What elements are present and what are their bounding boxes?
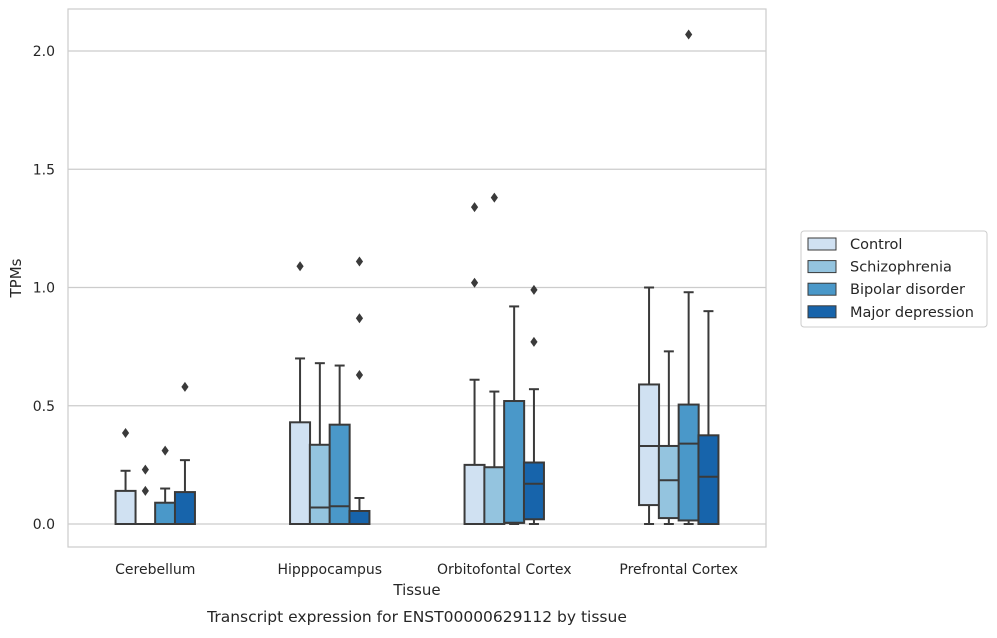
outlier-point bbox=[161, 445, 169, 456]
plot-frame bbox=[67, 8, 767, 548]
box-group bbox=[483, 192, 506, 525]
outlier-point bbox=[296, 261, 304, 272]
legend-swatch bbox=[807, 305, 837, 319]
box-group bbox=[463, 202, 486, 525]
legend-label: Bipolar disorder bbox=[850, 282, 965, 298]
outlier-point bbox=[355, 313, 364, 324]
box-group bbox=[657, 350, 680, 525]
x-tick-label: Prefrontal Cortex bbox=[619, 562, 738, 578]
y-tick-label: 0.0 bbox=[33, 517, 55, 533]
outlier-point bbox=[685, 29, 693, 40]
box-group bbox=[328, 364, 351, 526]
box bbox=[328, 423, 351, 526]
outlier-point bbox=[141, 485, 149, 496]
box-group bbox=[348, 256, 371, 525]
box-group bbox=[308, 362, 331, 525]
box-group bbox=[638, 286, 661, 525]
box-group bbox=[677, 29, 700, 525]
box bbox=[483, 466, 506, 525]
y-tick-label: 1.0 bbox=[33, 281, 55, 297]
box-layer bbox=[114, 29, 720, 526]
box bbox=[677, 403, 700, 522]
x-axis-ticks: Cerebellum Hipppocampus Orbitofontal Corte… bbox=[115, 562, 738, 578]
legend: Control Schizophrenia Bipolar disorder Majo… bbox=[800, 230, 988, 328]
box bbox=[697, 434, 720, 525]
outlier-point bbox=[121, 427, 130, 438]
box bbox=[503, 400, 526, 524]
y-axis-label: TPMs bbox=[7, 258, 25, 298]
outlier-point bbox=[355, 256, 364, 267]
y-tick-label: 2.0 bbox=[33, 44, 55, 60]
legend-swatch bbox=[807, 237, 837, 251]
outlier-point bbox=[470, 202, 479, 213]
box bbox=[114, 489, 137, 526]
legend-label: Control bbox=[850, 237, 902, 253]
y-tick-label: 0.5 bbox=[33, 399, 55, 415]
outlier-point bbox=[530, 284, 538, 295]
outlier-point bbox=[530, 336, 538, 347]
outlier-point bbox=[490, 192, 498, 203]
legend-label: Major depression bbox=[850, 305, 974, 321]
box bbox=[638, 383, 661, 507]
outlier-point bbox=[470, 277, 479, 288]
legend-frame bbox=[800, 230, 988, 328]
y-tick-label: 1.5 bbox=[33, 162, 55, 178]
x-tick-label: Orbitofontal Cortex bbox=[437, 562, 572, 578]
box bbox=[154, 501, 177, 525]
outlier-point bbox=[181, 381, 189, 392]
box-group bbox=[289, 261, 312, 525]
box-group bbox=[135, 464, 156, 525]
box bbox=[173, 491, 196, 526]
x-tick-label: Cerebellum bbox=[115, 562, 195, 578]
x-axis-label: Tissue bbox=[392, 581, 440, 599]
outlier-point bbox=[355, 370, 364, 381]
box-group bbox=[522, 284, 545, 525]
box-group bbox=[173, 381, 196, 526]
box bbox=[348, 509, 371, 525]
box-group bbox=[503, 305, 526, 525]
legend-swatch bbox=[807, 282, 837, 296]
figure-caption: Transcript expression for ENST0000062911… bbox=[206, 608, 627, 626]
box bbox=[522, 461, 545, 521]
box-group bbox=[114, 427, 137, 526]
outlier-point bbox=[141, 464, 149, 475]
box-group bbox=[697, 310, 720, 525]
legend-swatch bbox=[807, 260, 837, 274]
x-tick-label: Hipppocampus bbox=[277, 562, 382, 578]
box bbox=[308, 443, 331, 525]
box-group bbox=[154, 445, 177, 525]
box bbox=[657, 444, 680, 520]
legend-label: Schizophrenia bbox=[850, 260, 952, 276]
box bbox=[463, 463, 486, 525]
y-axis-ticks: 0.0 0.5 1.0 1.5 2.0 bbox=[33, 44, 55, 533]
box bbox=[289, 421, 312, 525]
